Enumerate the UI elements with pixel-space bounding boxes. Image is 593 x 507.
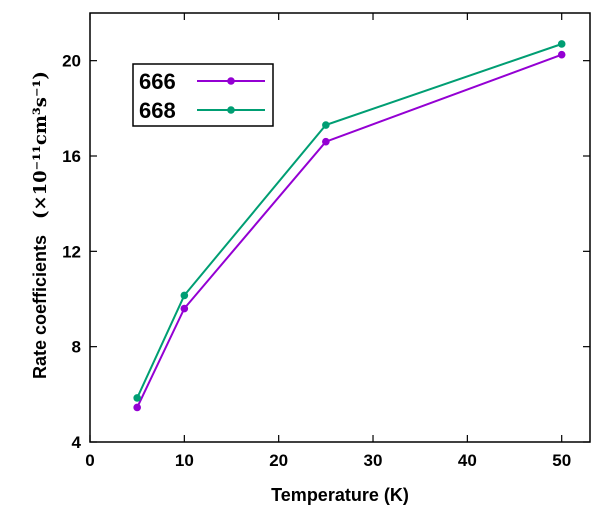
data-point-668 [180, 291, 189, 300]
x-tick-label: 0 [85, 451, 94, 470]
y-tick-label: 20 [62, 52, 81, 71]
data-point-668 [557, 40, 566, 48]
series-line-668 [136, 43, 563, 399]
y-tick-label: 4 [72, 433, 82, 452]
y-tick-label: 16 [62, 147, 81, 166]
plot-frame [89, 12, 591, 443]
x-axis-ticks: 0 10 20 30 40 50 [85, 13, 571, 470]
y-axis-unit: (×10⁻¹¹cm³s⁻¹) [30, 71, 51, 219]
data-point-666 [180, 304, 189, 313]
x-tick-label: 50 [552, 451, 571, 470]
data-point-666 [557, 50, 566, 59]
legend-label-668: 668 [139, 98, 176, 123]
y-axis-title: Rate coefficients (×10⁻¹¹cm³s⁻¹) [30, 71, 51, 379]
x-tick-label: 40 [458, 451, 477, 470]
y-tick-label: 8 [72, 338, 81, 357]
y-axis-label: Rate coefficients [30, 235, 50, 379]
data-point-666 [322, 137, 330, 146]
data-point-668 [133, 394, 141, 402]
legend-marker-668 [227, 106, 235, 114]
data-point-668 [322, 121, 330, 129]
x-axis-label: Temperature (K) [271, 485, 409, 505]
x-tick-label: 10 [175, 451, 194, 470]
legend-label-666: 666 [139, 69, 176, 94]
x-tick-label: 30 [364, 451, 383, 470]
y-tick-label: 12 [62, 242, 81, 261]
data-point-666 [133, 403, 141, 412]
y-axis-ticks: 4 8 12 16 20 [62, 52, 590, 452]
legend-marker-666 [227, 77, 235, 85]
series-line-666 [136, 53, 563, 408]
legend-box [132, 63, 274, 127]
series-layer [133, 40, 566, 412]
x-tick-label: 20 [269, 451, 288, 470]
